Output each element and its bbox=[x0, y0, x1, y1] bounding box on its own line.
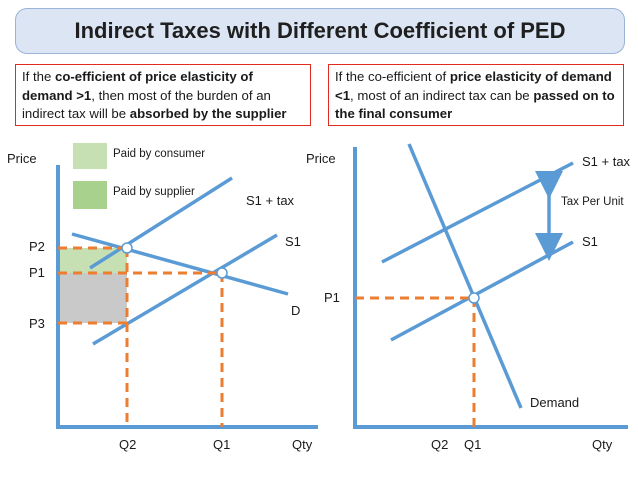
right-x-axis-label: Qty bbox=[592, 437, 613, 452]
left-demand-label: D bbox=[291, 303, 300, 318]
right-q1-label: Q1 bbox=[464, 437, 481, 452]
supplier-burden-area bbox=[58, 273, 127, 323]
left-y-axis-label: Price bbox=[7, 151, 37, 166]
tax-per-unit-label: Tax Per Unit bbox=[561, 196, 624, 208]
left-note-text-2: , then most of the burden of an indirect… bbox=[22, 87, 271, 122]
left-explanation-box: If the co-efficient of price elasticity … bbox=[15, 64, 311, 126]
right-s1-plus-tax-label: S1 + tax bbox=[582, 154, 631, 169]
right-note-bold-2: passed on to the final consumer bbox=[335, 87, 615, 122]
right-chart: Price Qty S1 + tax S1 Tax Per Unit Deman… bbox=[306, 143, 631, 452]
left-note-bold-2: absorbed by the supplier bbox=[129, 106, 287, 121]
right-s1-plus-tax-curve bbox=[381, 161, 574, 264]
page-title: Indirect Taxes with Different Coefficien… bbox=[74, 18, 566, 43]
left-q1-label: Q1 bbox=[213, 437, 230, 452]
left-chart: Paid by consumer Paid by supplier Price … bbox=[7, 143, 318, 452]
right-note-bold-1: price elasticity of demand <1 bbox=[335, 69, 612, 103]
left-s1-curve bbox=[92, 233, 278, 346]
left-p3-label: P3 bbox=[29, 316, 45, 331]
right-note-text-1: If the co-efficient of bbox=[335, 69, 450, 84]
right-s1-curve bbox=[390, 240, 574, 342]
legend-supplier-label: Paid by supplier bbox=[113, 186, 195, 198]
legend-consumer-label: Paid by consumer bbox=[113, 148, 205, 160]
right-explanation-box: If the co-efficient of price elasticity … bbox=[328, 64, 624, 126]
left-demand-curve bbox=[71, 232, 289, 296]
right-s1-label: S1 bbox=[582, 234, 598, 249]
right-y-axis-label: Price bbox=[306, 151, 336, 166]
right-q2-label: Q2 bbox=[431, 437, 448, 452]
left-s1-plus-tax-curve bbox=[89, 176, 233, 270]
right-demand-label: Demand bbox=[530, 395, 579, 410]
right-note-text-2: , most of an indirect tax can be bbox=[350, 87, 534, 103]
legend-supplier-swatch bbox=[73, 181, 107, 209]
left-q2-label: Q2 bbox=[119, 437, 136, 452]
left-note-text-1: If the bbox=[22, 69, 55, 84]
left-x-axis-label: Qty bbox=[292, 437, 313, 452]
title-banner: Indirect Taxes with Different Coefficien… bbox=[15, 8, 625, 54]
left-original-equilibrium-point bbox=[216, 267, 228, 279]
left-s1-plus-tax-label: S1 + tax bbox=[246, 193, 295, 208]
left-note-bold-1: co-efficient of price elasticity of dema… bbox=[22, 69, 253, 103]
right-equilibrium-point bbox=[468, 292, 480, 304]
left-s1-label: S1 bbox=[285, 234, 301, 249]
right-demand-curve bbox=[407, 143, 523, 409]
left-p1-label: P1 bbox=[29, 265, 45, 280]
left-p2-label: P2 bbox=[29, 239, 45, 254]
left-new-equilibrium-point bbox=[121, 242, 133, 254]
right-p1-label: P1 bbox=[324, 290, 340, 305]
legend-consumer-swatch bbox=[73, 143, 107, 169]
